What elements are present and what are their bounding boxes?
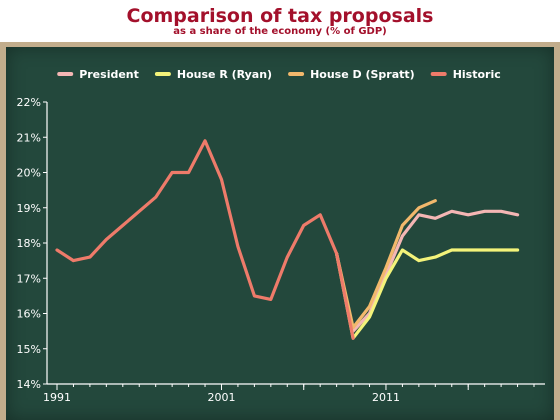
y-tick-label: 15% <box>17 343 41 356</box>
x-tick-label: 2011 <box>372 391 400 404</box>
legend-item-house-r-ryan: House R (Ryan) <box>154 68 272 81</box>
legend-label: House R (Ryan) <box>177 68 272 81</box>
series-line-house-r-ryan <box>335 248 520 340</box>
chart-series <box>55 139 520 340</box>
legend: President House R (Ryan) House D (Spratt) H… <box>57 68 501 81</box>
x-tick-label: 1991 <box>43 391 71 404</box>
chalkboard <box>6 47 554 420</box>
legend-label: President <box>79 68 139 81</box>
y-tick-label: 16% <box>17 308 41 321</box>
series-line-historic <box>55 139 355 340</box>
x-tick-label: 2001 <box>207 391 235 404</box>
chart-header: Comparison of tax proposals as a share o… <box>0 0 560 40</box>
legend-item-house-d-spratt: House D (Spratt) <box>288 68 415 81</box>
y-tick-label: 14% <box>17 378 41 391</box>
y-tick-label: 17% <box>17 272 41 285</box>
series-line-house-d-spratt <box>335 199 437 330</box>
chart-subtitle: as a share of the economy (% of GDP) <box>173 26 387 37</box>
y-tick-label: 19% <box>17 202 41 215</box>
legend-label: Historic <box>453 68 501 81</box>
legend-item-president: President <box>57 68 139 81</box>
legend-label: House D (Spratt) <box>310 68 415 81</box>
series-line-president <box>335 209 520 333</box>
y-tick-label: 20% <box>17 167 41 180</box>
y-tick-label: 18% <box>17 237 41 250</box>
y-tick-label: 21% <box>17 131 41 144</box>
chart-axes: 14% 15% 16% 17% 18% 19% 20% 21% 22% 1991 2001 2011 <box>17 96 545 404</box>
y-tick-label: 22% <box>17 96 41 109</box>
chart-title: Comparison of tax proposals <box>126 5 434 27</box>
legend-item-historic: Historic <box>430 68 501 81</box>
chalkboard-frame <box>0 42 560 420</box>
